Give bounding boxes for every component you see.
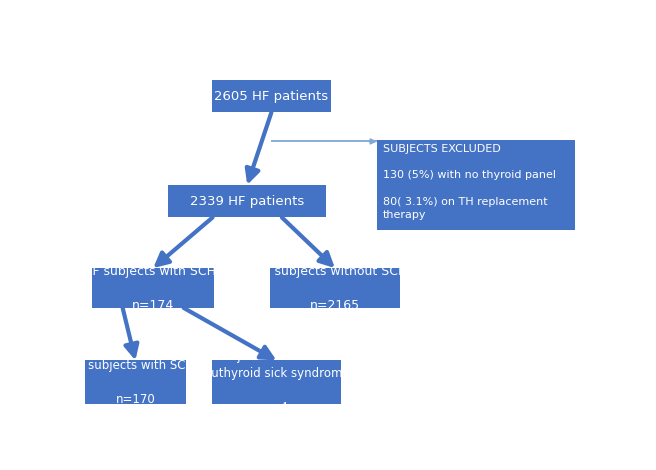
FancyBboxPatch shape — [377, 140, 575, 230]
Text: HF subjects with SCHS

n=170: HF subjects with SCHS n=170 — [69, 359, 201, 406]
Text: 2339 HF patients: 2339 HF patients — [190, 195, 304, 208]
FancyBboxPatch shape — [169, 185, 326, 218]
FancyBboxPatch shape — [212, 360, 341, 404]
FancyBboxPatch shape — [212, 80, 331, 112]
Text: SUBJECTS EXCLUDED

130 (5%) with no thyroid panel

80( 3.1%) on TH replacement
t: SUBJECTS EXCLUDED 130 (5%) with no thyro… — [383, 144, 556, 246]
FancyBboxPatch shape — [92, 268, 214, 308]
FancyBboxPatch shape — [85, 360, 186, 404]
Text: HF subjects without SCHS

n=2165: HF subjects without SCHS n=2165 — [255, 265, 416, 312]
Text: 2605 HF patients: 2605 HF patients — [215, 90, 329, 103]
FancyBboxPatch shape — [270, 268, 400, 308]
Text: HF subjects with SCHS and
euthyroid sick syndrome

n=4: HF subjects with SCHS and euthyroid sick… — [197, 350, 356, 414]
Text: HF subjects with SCHS

n=174: HF subjects with SCHS n=174 — [83, 265, 224, 312]
